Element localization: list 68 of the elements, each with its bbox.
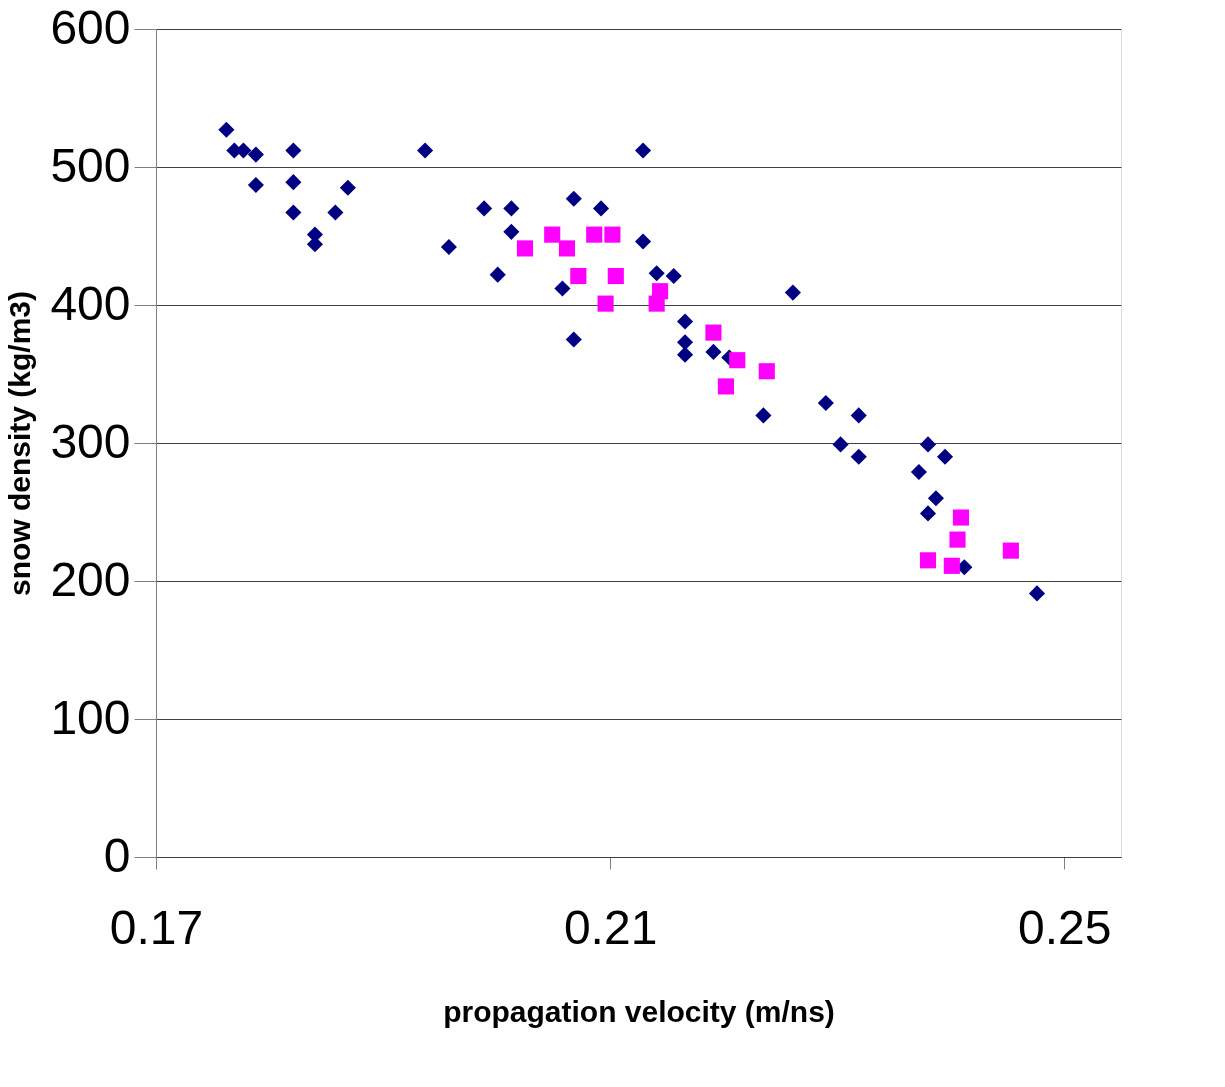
point (247, 176, 264, 193)
y-tick-label: 100 (50, 690, 131, 744)
x-tick-label: 0.25 (1018, 900, 1112, 954)
point (652, 283, 669, 300)
point (285, 142, 302, 159)
y-tick-label: 300 (50, 414, 131, 468)
y-tick-label: 0 (103, 828, 131, 882)
point (705, 324, 722, 341)
point (1028, 585, 1046, 602)
point (784, 284, 801, 301)
point (729, 352, 746, 369)
point (503, 200, 520, 217)
point (565, 331, 582, 348)
point (592, 200, 610, 217)
point (503, 223, 520, 240)
point (558, 240, 576, 257)
point (285, 204, 302, 221)
point (285, 174, 302, 191)
x-tick-label: 0.21 (563, 900, 658, 954)
y-axis-title: snow density (kg/m3) (3, 290, 37, 597)
point (817, 394, 834, 412)
point (676, 346, 694, 363)
y-tick-label: 600 (50, 0, 131, 54)
point (544, 226, 561, 243)
point (943, 557, 960, 574)
point (1002, 542, 1019, 559)
point (634, 233, 652, 250)
point (758, 363, 775, 380)
point (604, 226, 621, 243)
point (327, 204, 344, 221)
point (476, 200, 493, 217)
point (218, 121, 235, 138)
point (850, 448, 867, 465)
point (665, 267, 682, 285)
point (648, 265, 665, 282)
point (440, 238, 457, 256)
point (586, 226, 603, 243)
point (952, 509, 969, 526)
point (634, 142, 652, 159)
point (676, 313, 694, 330)
point (607, 267, 624, 285)
point (919, 552, 937, 569)
x-axis-title: propagation velocity (m/ns) (443, 994, 835, 1028)
y-tick-label: 200 (50, 552, 131, 606)
y-tick-label: 500 (50, 138, 131, 192)
point (850, 407, 867, 424)
point (565, 190, 582, 207)
point (832, 436, 849, 453)
point (755, 407, 772, 424)
y-tick-label: 400 (50, 276, 131, 330)
point (516, 240, 534, 257)
point (570, 267, 587, 285)
point (717, 378, 734, 395)
point (676, 334, 694, 351)
point (919, 436, 937, 453)
point (247, 146, 264, 163)
point (489, 266, 506, 283)
point (949, 531, 966, 548)
point (919, 505, 937, 522)
point (417, 142, 434, 159)
point (705, 343, 722, 360)
x-tick-label: 0.17 (109, 900, 204, 954)
point (554, 280, 571, 297)
point (339, 179, 356, 196)
point (936, 448, 954, 465)
point (927, 490, 945, 507)
point (910, 463, 927, 481)
point (597, 295, 614, 312)
